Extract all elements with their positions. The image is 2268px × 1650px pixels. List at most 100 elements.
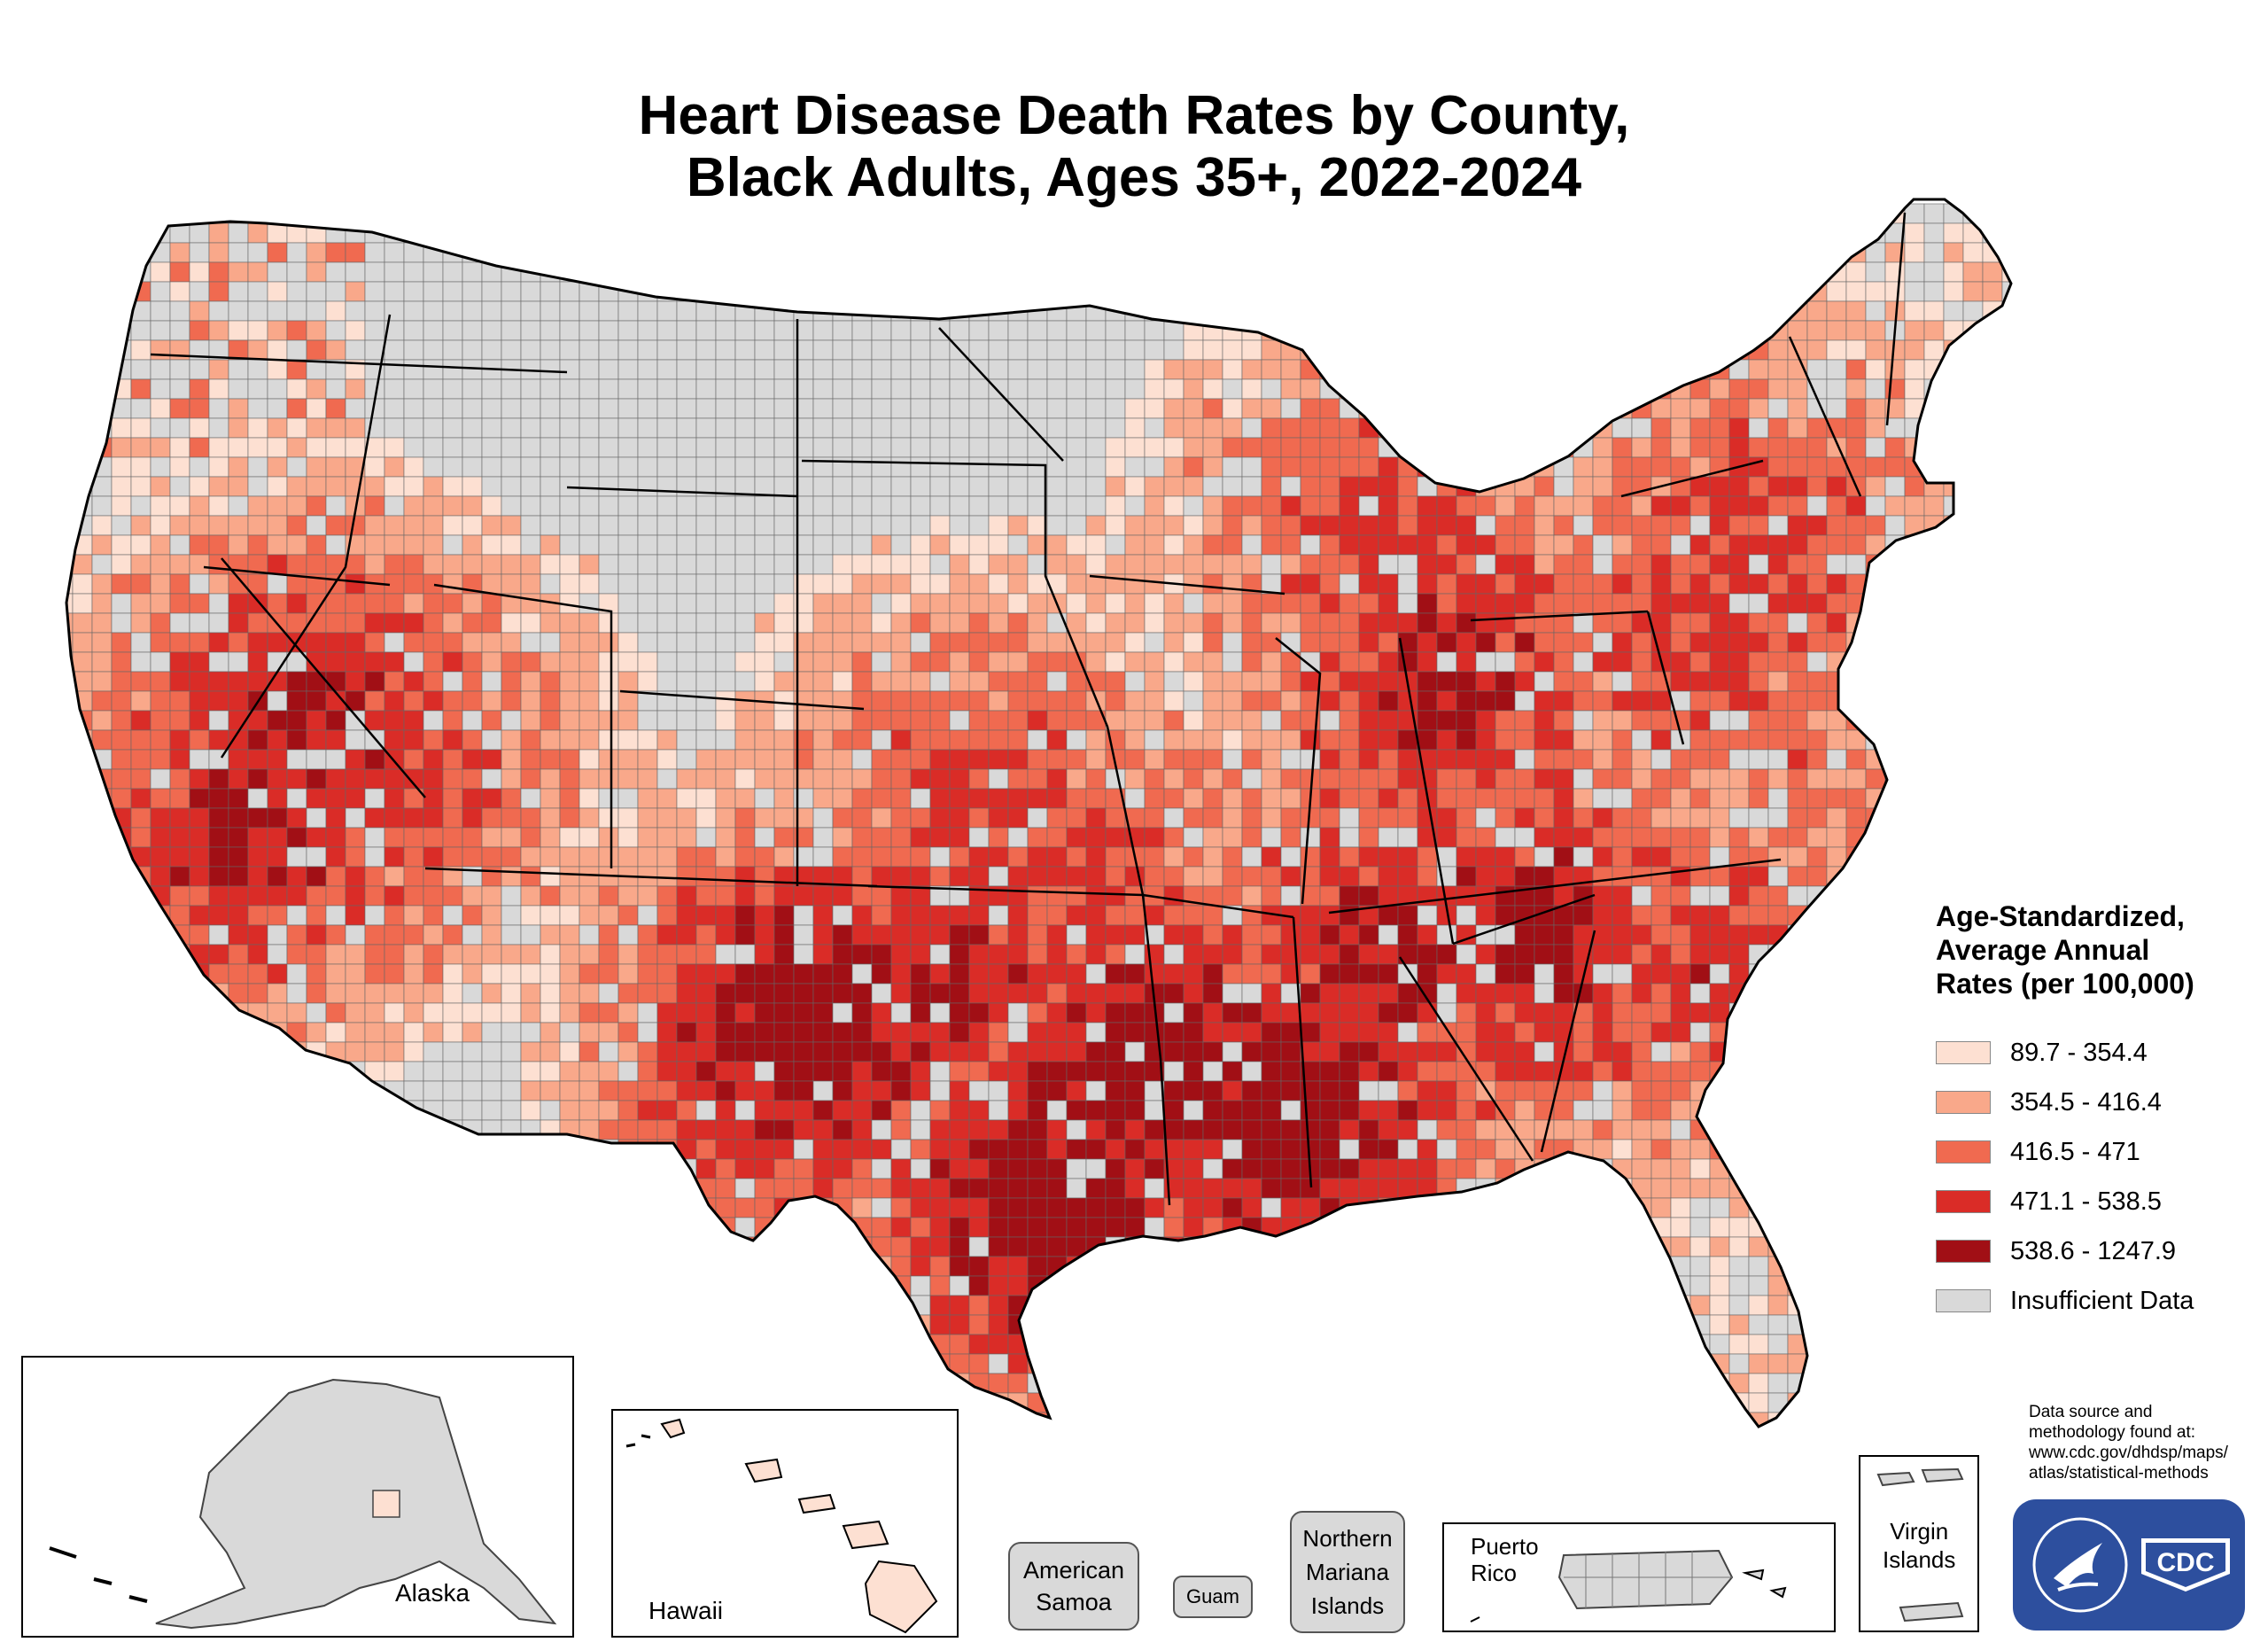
county-cell [1124, 1041, 1146, 1062]
county-cell [637, 905, 658, 926]
county-cell [1962, 476, 1984, 497]
county-cell [1728, 573, 1750, 595]
county-cell [403, 417, 424, 439]
county-cell [1339, 1041, 1360, 1062]
county-cell [754, 827, 775, 848]
county-cell [579, 456, 600, 478]
county-cell [1066, 456, 1087, 478]
county-cell [345, 300, 366, 322]
county-cell [617, 515, 639, 536]
county-cell [208, 1080, 229, 1101]
county-cell [1514, 378, 1535, 400]
county-cell [1358, 1080, 1379, 1101]
county-cell [1787, 417, 1808, 439]
county-cell [267, 554, 288, 575]
county-cell [1612, 417, 1633, 439]
county-cell [1573, 242, 1594, 263]
county-cell [676, 534, 697, 556]
county-cell [1105, 359, 1126, 380]
county-cell [734, 885, 756, 907]
county-cell [617, 905, 639, 926]
county-cell [1046, 300, 1068, 322]
county-cell [66, 359, 74, 380]
county-cell [1709, 846, 1730, 868]
county-cell [1748, 612, 1769, 634]
county-cell [617, 612, 639, 634]
county-cell [1904, 339, 1925, 361]
county-cell [2001, 749, 2011, 770]
county-cell [208, 924, 229, 946]
county-cell [695, 378, 717, 400]
county-cell [559, 768, 580, 790]
county-cell [423, 788, 444, 809]
county-cell [851, 437, 873, 458]
county-cell [306, 963, 327, 985]
county-cell [851, 1041, 873, 1062]
county-cell [481, 554, 502, 575]
county-cell [72, 846, 93, 868]
county-cell [1085, 534, 1107, 556]
county-cell [1261, 807, 1282, 829]
county-cell [1709, 573, 1730, 595]
county-cell [72, 885, 93, 907]
county-cell [1573, 300, 1594, 322]
county-cell [1456, 1100, 1477, 1121]
county-cell [1046, 749, 1068, 770]
county-cell [1475, 983, 1496, 1004]
county-cell [306, 768, 327, 790]
county-cell [1689, 827, 1711, 848]
county-cell [1709, 593, 1730, 614]
county-cell [2001, 671, 2011, 692]
county-cell [1319, 300, 1340, 322]
county-cell [111, 495, 132, 517]
county-cell [189, 573, 210, 595]
county-cell [1358, 729, 1379, 751]
county-cell [189, 827, 210, 848]
county-cell [1475, 515, 1496, 536]
county-cell [1475, 671, 1496, 692]
county-cell [715, 983, 736, 1004]
county-cell [1787, 495, 1808, 517]
county-cell [169, 1139, 190, 1160]
county-cell [754, 437, 775, 458]
county-cell [1417, 495, 1438, 517]
county-cell [949, 768, 970, 790]
county-cell [1904, 768, 1925, 790]
county-cell [169, 437, 190, 458]
county-cell [1436, 534, 1457, 556]
county-cell [1612, 437, 1633, 458]
county-cell [949, 1022, 970, 1043]
county-cell [501, 1100, 522, 1121]
county-cell [949, 788, 970, 809]
county-cell [1904, 671, 1925, 692]
county-cell [267, 632, 288, 653]
county-cell [1124, 690, 1146, 712]
county-cell [91, 1061, 113, 1082]
county-cell [1631, 203, 1652, 224]
county-cell [656, 398, 678, 419]
county-cell [306, 456, 327, 478]
county-cell [1066, 1022, 1087, 1043]
county-cell [1592, 339, 1613, 361]
county-cell [364, 749, 385, 770]
county-cell [1456, 807, 1477, 829]
county-cell [1982, 378, 2003, 400]
county-cell [481, 963, 502, 985]
county-cell [1865, 1041, 1886, 1062]
county-cell [734, 1139, 756, 1160]
county-cell [1845, 515, 1867, 536]
county-cell [1456, 398, 1477, 419]
county-cell [812, 359, 834, 380]
county-cell [189, 905, 210, 926]
county-cell [1280, 242, 1301, 263]
county-cell [579, 339, 600, 361]
county-cell [481, 534, 502, 556]
county-cell [929, 963, 951, 985]
county-cell [1222, 1061, 1243, 1082]
county-cell [462, 612, 483, 634]
county-cell [1962, 398, 1984, 419]
county-cell [189, 651, 210, 673]
county-cell [1027, 1061, 1048, 1082]
county-cell [208, 398, 229, 419]
county-cell [1046, 378, 1068, 400]
